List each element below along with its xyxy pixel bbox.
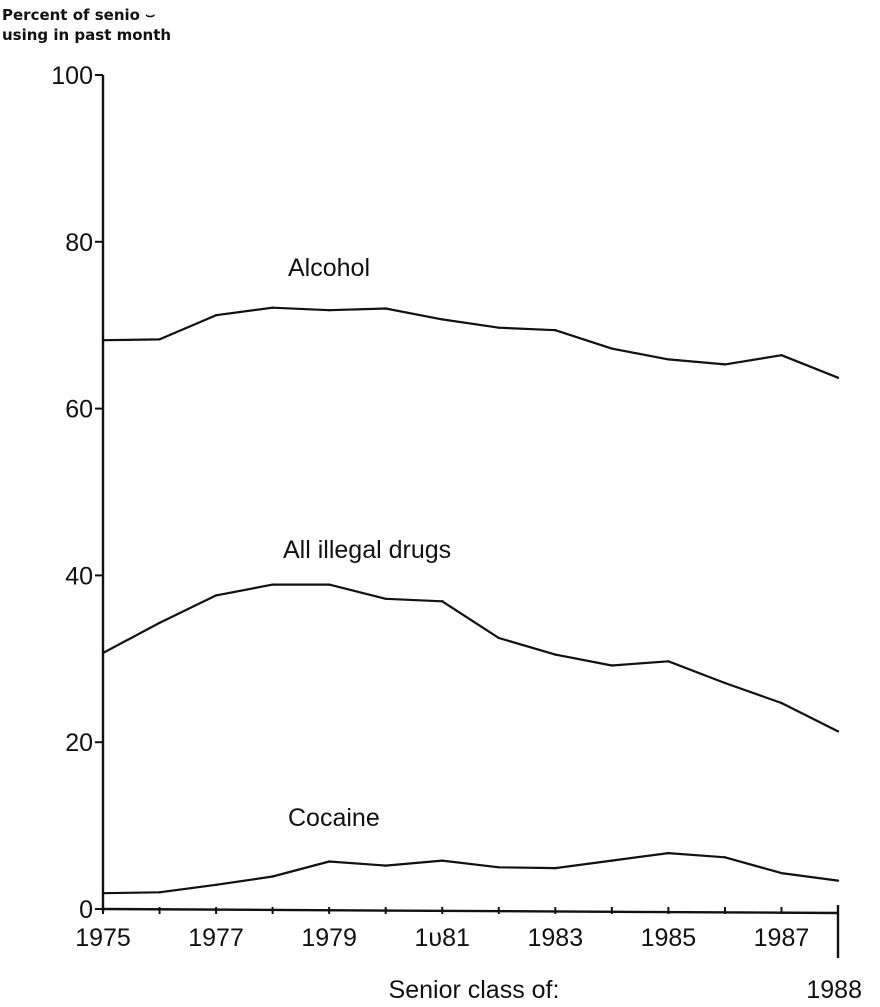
x-ticks: 1975 1977 1979 1υ81 1983 1985 1987 <box>75 907 839 952</box>
axes <box>101 75 840 958</box>
data-point <box>780 871 783 875</box>
x-tick-label: 1979 <box>301 924 357 952</box>
series-line-2 <box>102 851 839 895</box>
data-point <box>384 597 387 600</box>
series-label-2: Cocaine <box>288 804 380 832</box>
data-point <box>610 664 614 667</box>
data-point <box>271 875 274 878</box>
y-axis-title-line-1: Percent of senio ⌣ <box>2 6 155 24</box>
y-axis-title-line-2: using in past month <box>2 26 171 44</box>
y-axis-title: Percent of senio ⌣ using in past month <box>2 6 171 44</box>
data-point <box>384 307 387 310</box>
data-point <box>327 860 331 863</box>
data-point <box>836 730 840 733</box>
y-tick-label: 100 <box>51 62 93 90</box>
x-axis-line <box>102 907 839 915</box>
data-point <box>158 338 161 341</box>
y-tick-label: 60 <box>65 396 93 424</box>
data-point <box>441 318 444 321</box>
data-point <box>101 891 105 895</box>
data-point <box>610 347 614 350</box>
data-point <box>384 864 387 867</box>
data-point <box>497 326 500 329</box>
data-point <box>836 879 840 882</box>
data-point <box>723 363 727 366</box>
data-point <box>723 856 727 859</box>
data-point <box>723 681 727 685</box>
data-point <box>554 329 557 332</box>
y-tick-label: 40 <box>65 562 93 590</box>
data-point <box>667 358 670 361</box>
y-ticks: 0 20 40 60 80 100 <box>51 62 103 924</box>
series-line-0 <box>102 306 839 379</box>
data-point <box>836 376 840 379</box>
series-label-1: All illegal drugs <box>283 536 451 564</box>
data-point <box>667 660 670 663</box>
data-point <box>214 313 218 317</box>
x-axis-title: Senior class of: <box>389 976 560 1004</box>
x-tick-label: 1983 <box>527 924 583 952</box>
x-tick-label: 1977 <box>188 924 244 952</box>
data-point <box>271 583 274 586</box>
y-tick-label: 20 <box>65 729 93 757</box>
data-point <box>101 651 105 655</box>
data-point <box>441 859 444 862</box>
data-point <box>158 891 161 894</box>
x-tick-label: 1985 <box>641 924 697 952</box>
data-point <box>271 306 274 309</box>
series-labels: Alcohol All illegal drugs Cocaine <box>283 254 451 832</box>
end-year-label: 1988 <box>806 976 862 1004</box>
data-point <box>214 594 218 597</box>
data-point <box>554 866 557 870</box>
data-point <box>554 653 557 656</box>
series-label-0: Alcohol <box>288 254 370 282</box>
y-tick-label: 80 <box>65 229 93 257</box>
x-tick-label: 1υ81 <box>415 924 470 952</box>
data-point <box>610 859 614 862</box>
x-tick-label: 1987 <box>754 924 810 952</box>
data-point <box>780 354 783 357</box>
data-point <box>158 621 161 625</box>
series-lines <box>101 306 840 895</box>
data-point <box>497 636 500 640</box>
data-point <box>214 883 218 887</box>
data-point <box>780 701 783 705</box>
x-tick-label: 1975 <box>75 924 131 952</box>
data-point <box>441 600 444 603</box>
data-point <box>497 866 500 869</box>
series-line-1 <box>102 583 839 733</box>
data-point <box>667 851 670 855</box>
data-point <box>327 583 331 586</box>
data-point <box>101 339 105 342</box>
y-tick-label: 0 <box>79 896 93 924</box>
data-point <box>327 308 331 312</box>
